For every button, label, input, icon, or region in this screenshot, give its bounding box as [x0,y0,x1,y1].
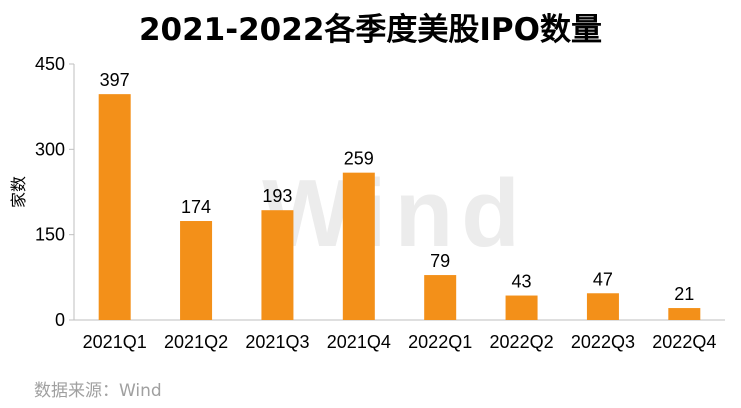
x-tick-label: 2022Q2 [490,332,554,352]
data-label: 47 [593,269,613,289]
bar-2022Q3 [586,293,619,320]
x-tick-label: 2021Q4 [327,332,391,352]
data-label: 174 [181,197,211,217]
x-tick-label: 2021Q2 [164,332,228,352]
data-label: 79 [430,251,450,271]
y-tick-label: 150 [35,225,65,245]
data-label: 259 [344,149,374,169]
x-tick-label: 2021Q3 [245,332,309,352]
bar-2021Q1 [98,94,131,320]
bar-2022Q4 [668,308,701,320]
bar-2022Q2 [505,295,538,320]
watermark: Wind [262,160,528,267]
x-tick-label: 2022Q4 [652,332,716,352]
x-tick-label: 2021Q1 [83,332,147,352]
bar-2021Q2 [180,221,213,320]
y-tick-label: 0 [55,310,65,330]
bar-2022Q1 [424,275,457,320]
x-tick-label: 2022Q3 [571,332,635,352]
y-tick-label: 300 [35,139,65,159]
bar-2021Q3 [261,210,294,320]
data-label: 397 [100,70,130,90]
data-label: 193 [262,186,292,206]
data-label: 43 [512,272,532,292]
source-note: 数据来源：Wind [34,381,162,401]
chart-title: 2021-2022各季度美股IPO数量 [138,12,603,48]
data-label: 21 [674,284,694,304]
y-axis-label: 家数 [9,176,28,208]
bar-2021Q4 [342,172,375,320]
x-tick-label: 2022Q1 [408,332,472,352]
y-tick-label: 450 [35,54,65,74]
